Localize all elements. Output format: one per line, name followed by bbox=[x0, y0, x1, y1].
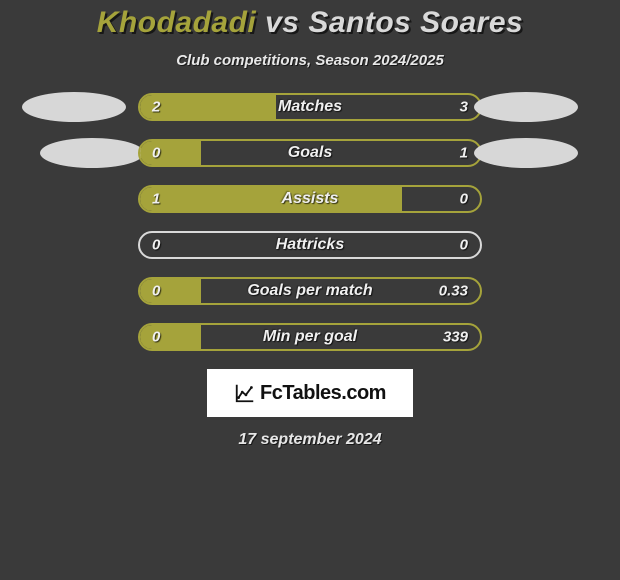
bar-fill-left bbox=[140, 279, 201, 303]
player2-avatar bbox=[474, 92, 578, 122]
stat-value-left: 2 bbox=[152, 99, 160, 116]
bar-fill-right bbox=[201, 141, 480, 165]
player2-name: Santos Soares bbox=[308, 6, 523, 39]
bar-fill-left bbox=[140, 187, 402, 211]
stat-bar: Goals01 bbox=[138, 139, 482, 167]
logo: FcTables.com bbox=[234, 382, 386, 405]
vs-text: vs bbox=[265, 6, 299, 39]
stat-bar: Matches23 bbox=[138, 93, 482, 121]
stat-value-left: 0 bbox=[152, 283, 160, 300]
avatar-slot-right bbox=[482, 138, 594, 168]
stat-bar: Hattricks00 bbox=[138, 231, 482, 259]
logo-text: FcTables.com bbox=[260, 382, 386, 405]
stat-value-right: 339 bbox=[443, 329, 468, 346]
avatar-slot-right bbox=[482, 92, 594, 122]
avatar-slot-left bbox=[26, 92, 138, 122]
bar-fill-right bbox=[402, 187, 480, 211]
stat-row: Goals per match00.33 bbox=[0, 277, 620, 305]
stat-row: Assists10 bbox=[0, 185, 620, 213]
page-title: Khodadadi vs Santos Soares bbox=[0, 6, 620, 40]
stat-bar: Min per goal0339 bbox=[138, 323, 482, 351]
bar-fill-left bbox=[140, 233, 310, 257]
stat-value-right: 0 bbox=[460, 191, 468, 208]
bar-fill-right bbox=[310, 233, 480, 257]
stat-value-left: 1 bbox=[152, 191, 160, 208]
comparison-infographic: Khodadadi vs Santos Soares Club competit… bbox=[0, 0, 620, 449]
avatar-slot-left bbox=[26, 138, 138, 168]
bar-fill-right bbox=[276, 95, 480, 119]
bar-fill-right bbox=[201, 325, 480, 349]
stat-bar: Assists10 bbox=[138, 185, 482, 213]
stat-bar: Goals per match00.33 bbox=[138, 277, 482, 305]
stat-value-left: 0 bbox=[152, 145, 160, 162]
player2-avatar bbox=[474, 138, 578, 168]
bar-fill-left bbox=[140, 141, 201, 165]
stat-value-left: 0 bbox=[152, 237, 160, 254]
stat-bars: Matches23Goals01Assists10Hattricks00Goal… bbox=[0, 93, 620, 351]
stat-value-right: 0 bbox=[460, 237, 468, 254]
stat-row: Matches23 bbox=[0, 93, 620, 121]
player1-avatar bbox=[40, 138, 144, 168]
logo-box: FcTables.com bbox=[207, 369, 413, 417]
stat-value-left: 0 bbox=[152, 329, 160, 346]
chart-icon bbox=[234, 382, 256, 404]
stat-value-right: 1 bbox=[460, 145, 468, 162]
bar-fill-left bbox=[140, 325, 201, 349]
subtitle: Club competitions, Season 2024/2025 bbox=[0, 52, 620, 69]
player1-avatar bbox=[22, 92, 126, 122]
bar-fill-left bbox=[140, 95, 276, 119]
player1-name: Khodadadi bbox=[97, 6, 257, 39]
stat-value-right: 3 bbox=[460, 99, 468, 116]
date-text: 17 september 2024 bbox=[0, 431, 620, 449]
stat-row: Hattricks00 bbox=[0, 231, 620, 259]
stat-row: Min per goal0339 bbox=[0, 323, 620, 351]
stat-value-right: 0.33 bbox=[439, 283, 468, 300]
stat-row: Goals01 bbox=[0, 139, 620, 167]
